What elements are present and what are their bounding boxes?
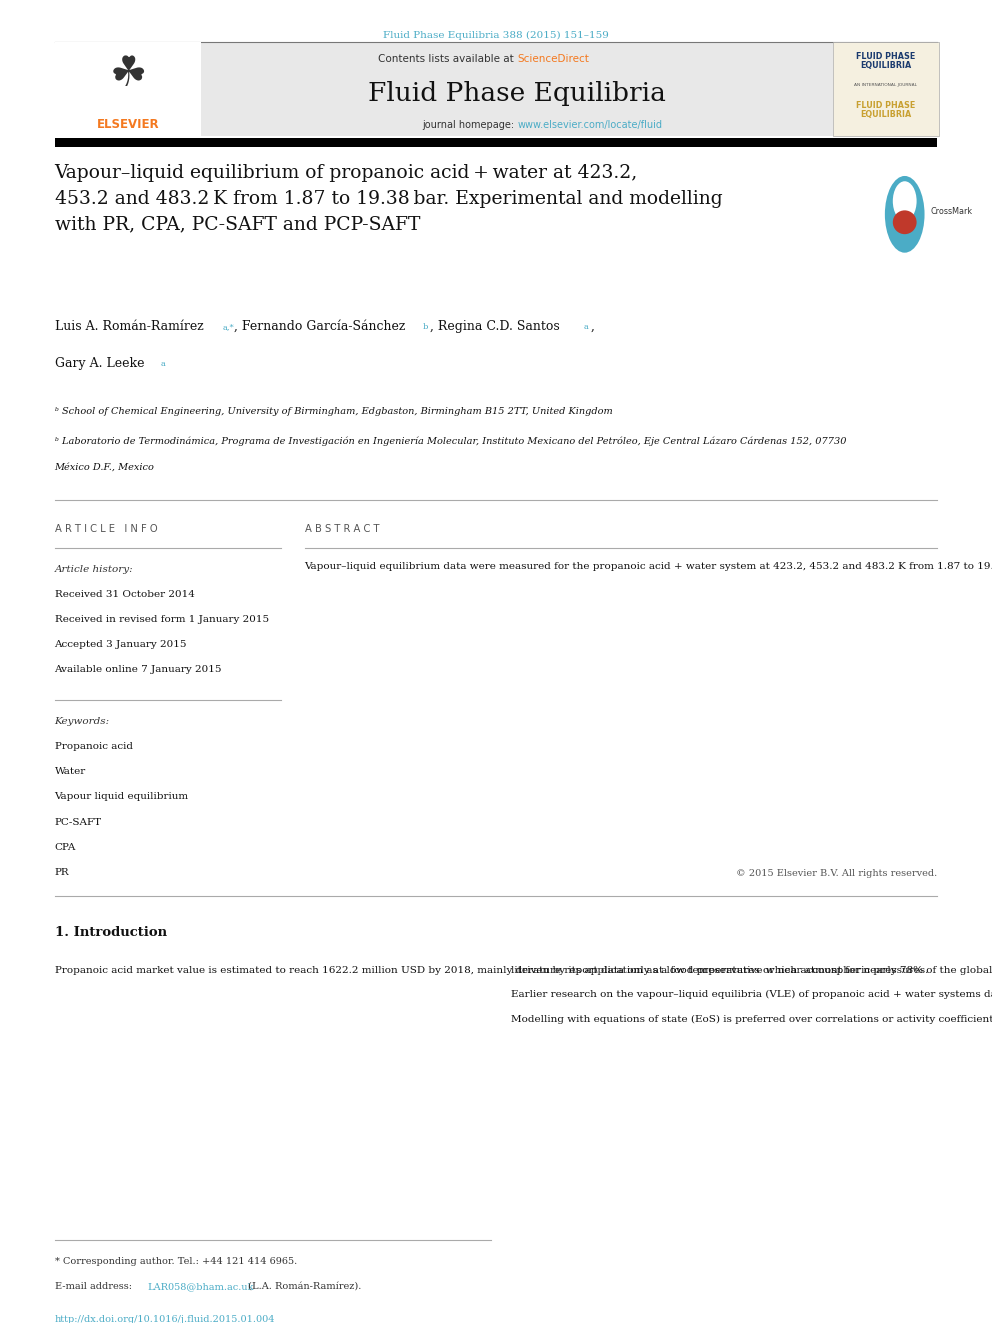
- Text: (L.A. Román-Ramírez).: (L.A. Román-Ramírez).: [245, 1282, 361, 1291]
- Text: Received 31 October 2014: Received 31 October 2014: [55, 590, 194, 599]
- Text: CrossMark: CrossMark: [930, 208, 972, 216]
- Text: ᵇ School of Chemical Engineering, University of Birmingham, Edgbaston, Birmingha: ᵇ School of Chemical Engineering, Univer…: [55, 407, 612, 417]
- Text: , Fernando García-Sánchez: , Fernando García-Sánchez: [234, 320, 406, 333]
- Text: Propanoic acid market value is estimated to reach 1622.2 million USD by 2018, ma: Propanoic acid market value is estimated…: [55, 966, 992, 975]
- Bar: [833, 42, 939, 136]
- Ellipse shape: [893, 181, 917, 221]
- Text: Luis A. Román-Ramírez: Luis A. Román-Ramírez: [55, 320, 203, 333]
- Text: ☘: ☘: [109, 53, 147, 95]
- Text: a: a: [161, 360, 166, 368]
- Text: Vapour liquid equilibrium: Vapour liquid equilibrium: [55, 792, 188, 802]
- Ellipse shape: [885, 176, 925, 253]
- Text: http://dx.doi.org/10.1016/j.fluid.2015.01.004: http://dx.doi.org/10.1016/j.fluid.2015.0…: [55, 1315, 275, 1323]
- Text: ,: ,: [590, 320, 594, 333]
- Text: Available online 7 January 2015: Available online 7 January 2015: [55, 665, 222, 675]
- Text: Article history:: Article history:: [55, 565, 133, 574]
- Text: Received in revised form 1 January 2015: Received in revised form 1 January 2015: [55, 615, 269, 624]
- Text: LAR058@bham.ac.uk: LAR058@bham.ac.uk: [148, 1282, 254, 1291]
- Text: Propanoic acid: Propanoic acid: [55, 742, 133, 751]
- Text: b: b: [423, 323, 428, 331]
- Text: FLUID PHASE
EQUILIBRIA: FLUID PHASE EQUILIBRIA: [856, 52, 916, 70]
- Text: ScienceDirect: ScienceDirect: [518, 54, 589, 65]
- Text: PC-SAFT: PC-SAFT: [55, 818, 102, 827]
- Text: Fluid Phase Equilibria 388 (2015) 151–159: Fluid Phase Equilibria 388 (2015) 151–15…: [383, 30, 609, 40]
- Text: 1. Introduction: 1. Introduction: [55, 926, 167, 939]
- Text: ᵇ Laboratorio de Termodinámica, Programa de Investigación en Ingeniería Molecula: ᵇ Laboratorio de Termodinámica, Programa…: [55, 437, 846, 446]
- Text: a,*: a,*: [222, 323, 234, 331]
- Text: * Corresponding author. Tel.: +44 121 414 6965.: * Corresponding author. Tel.: +44 121 41…: [55, 1257, 297, 1266]
- Text: www.elsevier.com/locate/fluid: www.elsevier.com/locate/fluid: [518, 120, 663, 130]
- Text: FLUID PHASE
EQUILIBRIA: FLUID PHASE EQUILIBRIA: [856, 101, 916, 119]
- Text: A B S T R A C T: A B S T R A C T: [305, 524, 379, 534]
- Text: E-mail address:: E-mail address:: [55, 1282, 135, 1291]
- Text: México D.F., Mexico: México D.F., Mexico: [55, 463, 155, 472]
- Text: journal homepage:: journal homepage:: [422, 120, 518, 130]
- Text: A R T I C L E   I N F O: A R T I C L E I N F O: [55, 524, 157, 534]
- Text: © 2015 Elsevier B.V. All rights reserved.: © 2015 Elsevier B.V. All rights reserved…: [736, 869, 937, 878]
- Text: Contents lists available at: Contents lists available at: [378, 54, 518, 65]
- Text: PR: PR: [55, 868, 69, 877]
- Text: Water: Water: [55, 767, 86, 777]
- Bar: [55, 42, 201, 136]
- Text: ELSEVIER: ELSEVIER: [96, 119, 160, 131]
- Text: AN INTERNATIONAL JOURNAL: AN INTERNATIONAL JOURNAL: [854, 82, 918, 86]
- Text: Gary A. Leeke: Gary A. Leeke: [55, 357, 144, 370]
- Text: CPA: CPA: [55, 843, 76, 852]
- Bar: [55, 138, 937, 147]
- Text: a: a: [583, 323, 588, 331]
- Bar: [201, 42, 833, 136]
- Text: Accepted 3 January 2015: Accepted 3 January 2015: [55, 640, 187, 650]
- Text: Vapour–liquid equilibrium data were measured for the propanoic acid + water syst: Vapour–liquid equilibrium data were meas…: [305, 562, 992, 572]
- Ellipse shape: [893, 210, 917, 234]
- Text: Keywords:: Keywords:: [55, 717, 110, 726]
- Text: Fluid Phase Equilibria: Fluid Phase Equilibria: [368, 81, 667, 106]
- Text: , Regina C.D. Santos: , Regina C.D. Santos: [430, 320, 559, 333]
- Text: Vapour–liquid equilibrium of propanoic acid + water at 423.2,
453.2 and 483.2 K : Vapour–liquid equilibrium of propanoic a…: [55, 164, 722, 233]
- Text: literature report data only at low temperatures or near atmospheric pressures.

: literature report data only at low tempe…: [511, 966, 992, 1024]
